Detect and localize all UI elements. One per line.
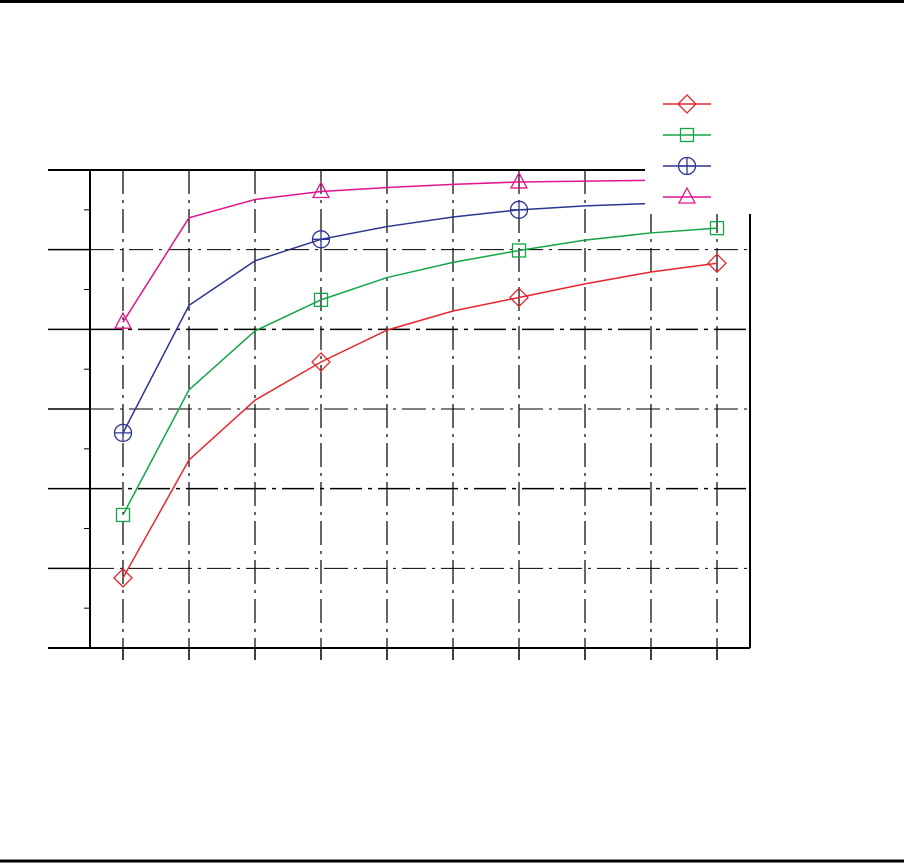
marker — [707, 253, 727, 274]
series-line — [122, 199, 718, 434]
series-line — [122, 178, 718, 323]
marker — [115, 507, 131, 523]
marker — [311, 181, 331, 199]
marker — [509, 287, 529, 308]
legend-item — [663, 94, 711, 114]
grid — [48, 169, 750, 660]
series-line — [122, 227, 718, 516]
marker — [311, 230, 331, 249]
marker-cross — [510, 201, 528, 219]
legend-box — [645, 84, 760, 214]
marker — [677, 186, 697, 204]
series-line — [122, 262, 718, 579]
legend-item — [663, 127, 711, 143]
frame — [48, 169, 751, 649]
legend — [645, 84, 760, 214]
marker — [511, 243, 527, 258]
marker-cross — [312, 230, 330, 248]
marker — [709, 221, 725, 236]
marker-cross — [114, 424, 132, 442]
plot — [113, 169, 727, 588]
marker — [313, 292, 329, 308]
marker — [113, 423, 133, 443]
marker — [113, 567, 133, 588]
marker — [509, 200, 529, 219]
marker — [311, 352, 331, 372]
marker — [677, 94, 697, 114]
marker — [677, 156, 697, 176]
legend-item — [663, 186, 711, 204]
marker — [509, 171, 529, 189]
marker-cross — [678, 157, 696, 175]
legend-item — [663, 156, 711, 176]
marker — [113, 311, 133, 329]
marker — [679, 127, 695, 143]
